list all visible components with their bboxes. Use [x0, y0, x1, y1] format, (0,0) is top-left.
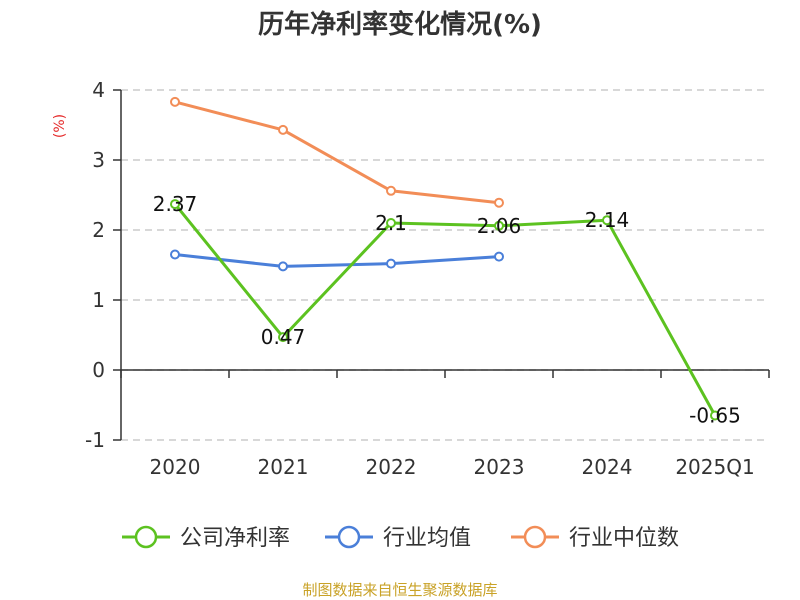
x-tick-label: 2024	[582, 455, 633, 479]
data-label: 2.37	[153, 192, 198, 216]
axes	[120, 90, 770, 440]
legend-marker	[134, 525, 158, 549]
data-label: 2.1	[375, 211, 407, 235]
data-label: -0.65	[689, 404, 741, 428]
series-line	[174, 253, 500, 268]
data-point	[278, 124, 288, 135]
x-tick-label: 2021	[258, 455, 309, 479]
legend: 公司净利率 行业均值 行业中位数	[122, 525, 679, 551]
y-tick-labels: 4 3 2 1 0 -1	[85, 78, 105, 452]
data-point	[386, 258, 396, 269]
data-label: 0.47	[261, 325, 306, 349]
data-point	[386, 218, 396, 228]
legend-label: 公司净利率	[180, 526, 290, 551]
data-point	[602, 215, 612, 226]
data-label: 2.14	[585, 208, 630, 232]
data-point	[494, 251, 504, 262]
x-tick-label: 2020	[150, 455, 201, 479]
y-tick-label: 4	[92, 78, 105, 102]
x-tick-label: 2023	[474, 455, 525, 479]
series-line	[173, 203, 717, 417]
y-tick-label: -1	[85, 428, 105, 452]
source-note: 制图数据来自恒生聚源数据库	[302, 581, 497, 599]
y-tick-label: 1	[92, 288, 105, 312]
x-tick-label: 2025Q1	[675, 455, 754, 479]
data-point	[170, 199, 180, 210]
data-point	[710, 410, 720, 421]
legend-marker	[337, 525, 361, 549]
y-tick-label: 2	[92, 218, 105, 242]
y-tick-label: 3	[92, 148, 105, 172]
data-point	[494, 197, 504, 208]
data-point	[170, 249, 180, 260]
data-point	[278, 332, 288, 343]
data-point	[170, 96, 180, 107]
data-point	[386, 185, 396, 196]
y-axis-label: (%)	[52, 114, 68, 138]
data-point	[494, 220, 504, 231]
legend-marker	[523, 525, 547, 549]
x-tick-label: 2022	[366, 455, 417, 479]
legend-label: 行业中位数	[569, 526, 679, 551]
y-tick-label: 0	[92, 358, 105, 382]
data-label: 2.06	[477, 214, 522, 238]
chart-title: 历年净利率变化情况(%)	[258, 9, 542, 40]
series-line	[174, 100, 500, 205]
data-point	[278, 261, 288, 272]
legend-label: 行业均值	[383, 526, 471, 551]
grid-lines	[113, 89, 769, 441]
plot-area: 2.37 0.47 2.1 2.06 2.14 -0.65	[153, 96, 741, 428]
x-tick-labels: 2020 2021 2022 2023 2024 2025Q1	[150, 455, 755, 479]
